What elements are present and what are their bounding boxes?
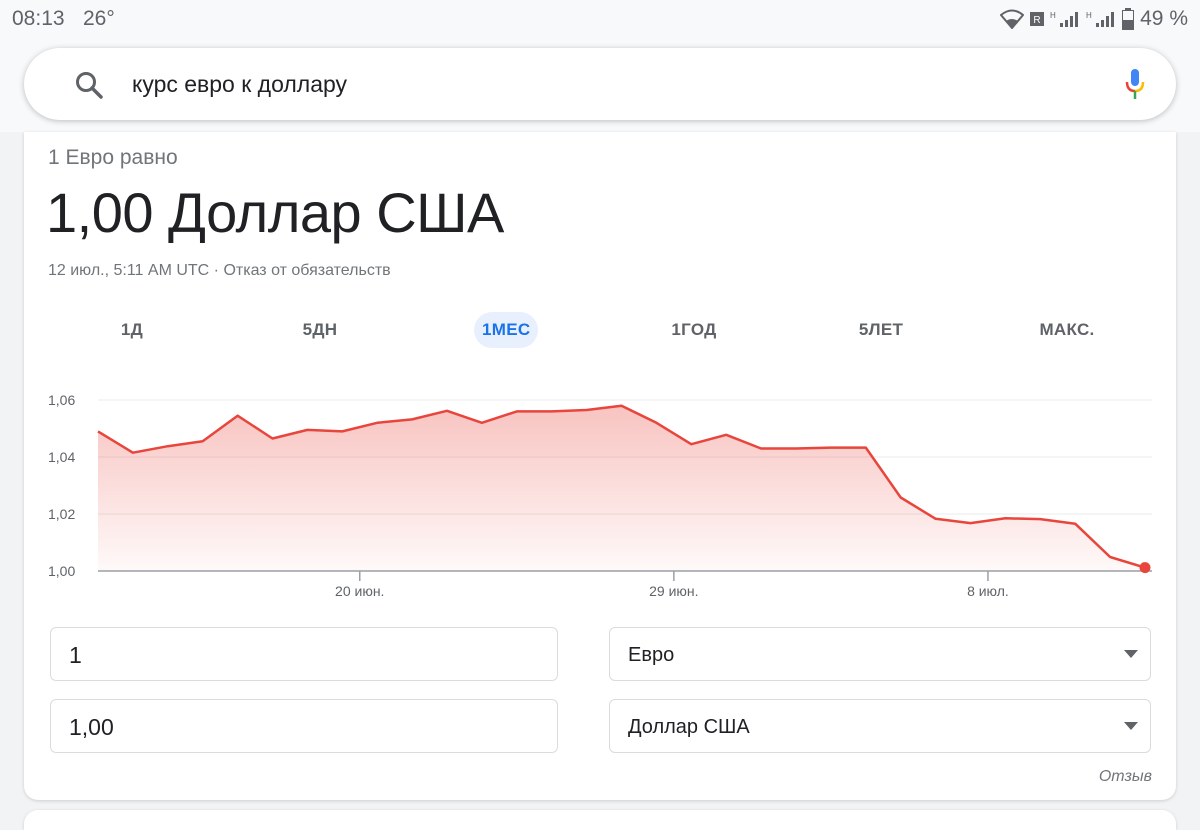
next-result-card (24, 810, 1176, 830)
tab-5d[interactable]: 5ДН (302, 320, 338, 339)
chart-line (97, 404, 1146, 569)
to-amount-field[interactable]: 1,00 (50, 699, 558, 753)
timestamp-disclaimer[interactable]: 12 июл., 5:11 AM UTC · Отказ от обязател… (48, 262, 391, 279)
y-tick-label: 1,00 (48, 563, 75, 579)
roaming-icon: R (1030, 12, 1045, 26)
search-bar[interactable]: курс евро к доллару (24, 48, 1176, 120)
microphone-icon[interactable] (1124, 68, 1146, 100)
status-bar: 08:13 26° R H H 49 % (0, 0, 1200, 38)
battery-icon (1122, 8, 1135, 30)
x-tick-label: 29 июн. (649, 583, 698, 599)
wifi-icon (1000, 9, 1025, 29)
to-currency-value[interactable]: Доллар США (628, 716, 750, 738)
x-tick-label: 20 июн. (335, 583, 384, 599)
current-point-marker (1139, 562, 1151, 574)
status-temperature: 26° (83, 7, 115, 30)
status-icons: R H H 49 % (1000, 6, 1188, 32)
battery-percent: 49 % (1140, 7, 1188, 30)
from-currency-value[interactable]: Евро (628, 644, 675, 666)
search-input[interactable]: курс евро к доллару (132, 71, 348, 97)
dropdown-arrow-icon[interactable] (1124, 650, 1138, 658)
y-tick-label: 1,02 (48, 506, 75, 522)
status-time: 08:13 (12, 7, 65, 30)
y-tick-label: 1,04 (48, 449, 75, 465)
from-amount-value[interactable]: 1 (69, 642, 82, 668)
svg-text:H: H (1050, 11, 1056, 20)
search-icon[interactable] (74, 70, 104, 100)
svg-text:H: H (1086, 11, 1092, 20)
feedback-link[interactable]: Отзыв (1098, 768, 1152, 785)
tab-5y[interactable]: 5ЛЕТ (858, 320, 904, 339)
tab-1m[interactable]: 1МЕС (474, 312, 538, 348)
svg-text:R: R (1034, 15, 1041, 26)
chart-area-fill (98, 405, 1145, 571)
x-tick-label: 8 июл. (967, 583, 1009, 599)
to-currency-select[interactable]: Доллар США (609, 699, 1151, 753)
tab-1y[interactable]: 1ГОД (671, 320, 717, 339)
conversion-result: 1,00 Доллар США (46, 181, 504, 244)
tab-max[interactable]: МАКС. (1039, 320, 1095, 339)
dropdown-arrow-icon[interactable] (1124, 722, 1138, 730)
y-tick-label: 1,06 (48, 392, 75, 408)
tab-1d[interactable]: 1Д (120, 320, 144, 339)
from-currency-select[interactable]: Евро (609, 627, 1151, 681)
signal-icon: H (1086, 11, 1115, 27)
signal-icon: H (1050, 11, 1079, 27)
exchange-rate-chart[interactable]: 1,06 1,04 1,02 1,00 20 июн. 29 июн. 8 июл. (40, 380, 1160, 610)
to-amount-value[interactable]: 1,00 (69, 714, 114, 740)
from-amount-field[interactable]: 1 (50, 627, 558, 681)
equal-label: 1 Евро равно (48, 146, 178, 169)
